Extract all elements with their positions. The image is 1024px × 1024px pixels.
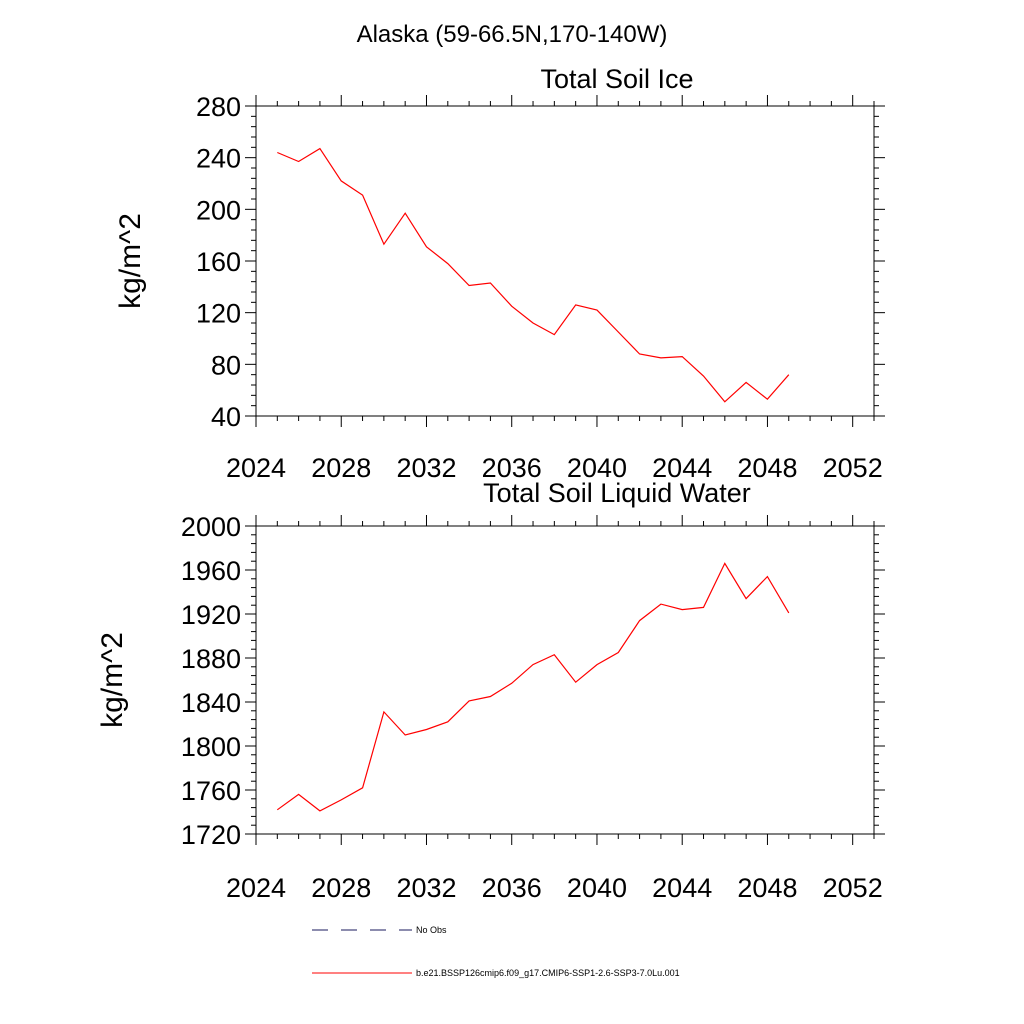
soil-ice-x-tick-label: 2032 [396,453,456,483]
soil-liquid-water-y-axis-label: kg/m^2 [96,632,129,728]
soil-liquid-water-x-tick-label: 2024 [226,873,286,903]
soil-liquid-water-x-tick-label: 2044 [652,873,712,903]
chart-soil-ice: Total Soil Ice kg/m^2 2024 2028 2032 2036 2040… [114,64,885,483]
soil-liquid-water-y-tick-label: 1760 [181,776,241,806]
legend-label-no-obs: No Obs [416,925,447,935]
soil-ice-tick-marks [245,95,885,427]
soil-ice-plot-frame [255,105,875,417]
soil-liquid-water-y-tick-label: 1800 [181,732,241,762]
soil-liquid-water-series-line [276,562,790,812]
soil-ice-y-axis-label: kg/m^2 [114,213,147,309]
soil-liquid-water-y-tick-label: 1880 [181,644,241,674]
soil-liquid-water-y-tick-label: 1840 [181,688,241,718]
chart-soil-liquid-water: Total Soil Liquid Water kg/m^2 2024 2028 203… [96,478,885,903]
soil-ice-y-tick-label: 280 [196,92,241,122]
soil-ice-y-tick-label: 40 [211,402,241,432]
soil-liquid-water-plot-frame [255,525,875,835]
soil-ice-x-tick-label: 2048 [737,453,797,483]
soil-liquid-water-y-tick-label: 1720 [181,820,241,850]
soil-ice-x-tick-label: 2040 [567,453,627,483]
soil-ice-title: Total Soil Ice [540,64,693,94]
soil-ice-x-tick-label: 2028 [311,453,371,483]
chart-panels: Total Soil Ice kg/m^2 2024 2028 2032 2036 2040… [96,64,885,903]
soil-ice-y-tick-label: 120 [196,299,241,329]
soil-liquid-water-x-tick-label: 2052 [823,873,883,903]
legend-label-model: b.e21.BSSP126cmip6.f09_g17.CMIP6-SSP1-2.… [416,968,680,978]
soil-ice-x-tick-label: 2052 [823,453,883,483]
soil-liquid-water-x-tick-label: 2036 [482,873,542,903]
soil-ice-x-tick-label: 2044 [652,453,712,483]
soil-liquid-water-x-tick-label: 2032 [396,873,456,903]
soil-liquid-water-x-tick-label: 2040 [567,873,627,903]
soil-ice-y-tick-label: 80 [211,350,241,380]
legend: No Obs b.e21.BSSP126cmip6.f09_g17.CMIP6-S… [312,925,680,978]
soil-ice-x-tick-label: 2024 [226,453,286,483]
soil-liquid-water-x-tick-label: 2028 [311,873,371,903]
soil-liquid-water-x-tick-label: 2048 [737,873,797,903]
soil-liquid-water-y-tick-label: 1920 [181,600,241,630]
soil-liquid-water-title: Total Soil Liquid Water [483,478,751,508]
soil-liquid-water-tick-marks [245,515,885,845]
soil-ice-x-tick-label: 2036 [482,453,542,483]
soil-ice-series-line [277,147,790,403]
soil-liquid-water-y-tick-label: 2000 [181,512,241,542]
soil-ice-y-tick-label: 240 [196,144,241,174]
soil-liquid-water-y-tick-label: 1960 [181,556,241,586]
figure-title: Alaska (59-66.5N,170-140W) [357,21,668,48]
soil-ice-y-tick-label: 160 [196,247,241,277]
soil-ice-y-tick-label: 200 [196,195,241,225]
